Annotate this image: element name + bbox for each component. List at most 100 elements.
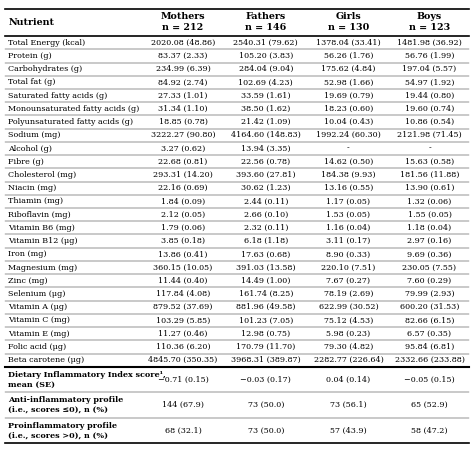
Text: Iron (mg): Iron (mg) [9,250,47,258]
Text: 1.18 (0.04): 1.18 (0.04) [408,224,452,232]
Text: 73 (56.1): 73 (56.1) [330,401,367,409]
Text: 10.86 (0.54): 10.86 (0.54) [405,118,454,126]
Text: 0.04 (0.14): 0.04 (0.14) [327,376,371,384]
Text: 12.98 (0.75): 12.98 (0.75) [241,330,291,338]
Text: 144 (67.9): 144 (67.9) [162,401,204,409]
Text: 82.66 (6.15): 82.66 (6.15) [405,317,454,325]
Text: 2332.66 (233.88): 2332.66 (233.88) [394,356,465,364]
Text: 73 (50.0): 73 (50.0) [247,401,284,409]
Text: 38.50 (1.62): 38.50 (1.62) [241,105,291,113]
Text: Vitamin B12 (μg): Vitamin B12 (μg) [9,237,78,245]
Text: 101.23 (7.05): 101.23 (7.05) [238,317,293,325]
Text: −0.05 (0.15): −0.05 (0.15) [404,376,455,384]
Text: Beta carotene (μg): Beta carotene (μg) [9,356,85,364]
Text: 75.12 (4.53): 75.12 (4.53) [324,317,373,325]
Text: 1.79 (0.06): 1.79 (0.06) [161,224,205,232]
Text: 27.33 (1.01): 27.33 (1.01) [158,91,208,99]
Text: 11.27 (0.46): 11.27 (0.46) [158,330,208,338]
Text: Riboflavin (mg): Riboflavin (mg) [9,211,71,219]
Text: 103.29 (5.85): 103.29 (5.85) [156,317,210,325]
Text: 170.79 (11.70): 170.79 (11.70) [236,343,295,351]
Text: 102.69 (4.23): 102.69 (4.23) [238,78,293,86]
Text: Vitamin C (mg): Vitamin C (mg) [9,317,71,325]
Text: Total fat (g): Total fat (g) [9,78,56,86]
Text: 2.44 (0.11): 2.44 (0.11) [244,197,288,205]
Text: Total Energy (kcal): Total Energy (kcal) [9,38,86,46]
Text: 56.76 (1.99): 56.76 (1.99) [405,52,454,60]
Text: 8.90 (0.33): 8.90 (0.33) [327,250,371,258]
Text: 4164.60 (148.83): 4164.60 (148.83) [231,131,301,139]
Text: 161.74 (8.25): 161.74 (8.25) [238,290,293,298]
Text: 293.31 (14.20): 293.31 (14.20) [153,171,213,179]
Text: Protein (g): Protein (g) [9,52,52,60]
Text: Selenium (μg): Selenium (μg) [9,290,66,298]
Text: 110.36 (6.20): 110.36 (6.20) [156,343,210,351]
Text: Polyunsaturated fatty acids (g): Polyunsaturated fatty acids (g) [9,118,134,126]
Text: 1481.98 (36.92): 1481.98 (36.92) [397,38,462,46]
Text: 5.98 (0.23): 5.98 (0.23) [327,330,371,338]
Text: 58 (47.2): 58 (47.2) [411,426,448,434]
Text: Boys
n = 123: Boys n = 123 [409,12,450,32]
Text: 79.30 (4.82): 79.30 (4.82) [324,343,373,351]
Text: -: - [428,144,431,152]
Text: Monounsaturated fatty acids (g): Monounsaturated fatty acids (g) [9,105,140,113]
Text: Vitamin A (μg): Vitamin A (μg) [9,303,68,311]
Text: Fathers
n = 146: Fathers n = 146 [245,12,286,32]
Text: 1.17 (0.05): 1.17 (0.05) [327,197,371,205]
Text: 83.37 (2.33): 83.37 (2.33) [158,52,208,60]
Text: Thiamin (mg): Thiamin (mg) [9,197,64,205]
Text: 2.12 (0.05): 2.12 (0.05) [161,211,205,219]
Text: 105.20 (3.83): 105.20 (3.83) [238,52,293,60]
Text: 600.20 (31.53): 600.20 (31.53) [400,303,459,311]
Text: Dietary Inflammatory Index score¹,
mean (SE): Dietary Inflammatory Index score¹, mean … [9,371,166,388]
Text: 3222.27 (90.80): 3222.27 (90.80) [151,131,215,139]
Text: 197.04 (5.57): 197.04 (5.57) [402,65,456,73]
Text: Alcohol (g): Alcohol (g) [9,144,53,152]
Text: 220.10 (7.51): 220.10 (7.51) [321,264,376,272]
Text: 13.90 (0.61): 13.90 (0.61) [405,184,454,192]
Text: Vitamin B6 (mg): Vitamin B6 (mg) [9,224,75,232]
Text: Nutrient: Nutrient [9,18,55,27]
Text: 879.52 (37.69): 879.52 (37.69) [154,303,213,311]
Text: −0.71 (0.15): −0.71 (0.15) [158,376,209,384]
Text: 3.85 (0.18): 3.85 (0.18) [161,237,205,245]
Text: 1.55 (0.05): 1.55 (0.05) [408,211,452,219]
Text: 1.84 (0.09): 1.84 (0.09) [161,197,205,205]
Text: 1992.24 (60.30): 1992.24 (60.30) [316,131,381,139]
Text: 13.16 (0.55): 13.16 (0.55) [324,184,373,192]
Text: 6.57 (0.35): 6.57 (0.35) [408,330,452,338]
Text: 17.63 (0.68): 17.63 (0.68) [241,250,291,258]
Text: Vitamin E (mg): Vitamin E (mg) [9,330,70,338]
Text: Anti-inflammatory profile
(i.e., scores ≤0), n (%): Anti-inflammatory profile (i.e., scores … [9,396,124,414]
Text: 56.26 (1.76): 56.26 (1.76) [324,52,373,60]
Text: −0.03 (0.17): −0.03 (0.17) [240,376,291,384]
Text: 65 (52.9): 65 (52.9) [411,401,448,409]
Text: 2282.77 (226.64): 2282.77 (226.64) [313,356,383,364]
Text: Girls
n = 130: Girls n = 130 [328,12,369,32]
Text: Saturated fatty acids (g): Saturated fatty acids (g) [9,91,108,99]
Text: 4845.70 (350.35): 4845.70 (350.35) [148,356,218,364]
Text: 13.94 (3.35): 13.94 (3.35) [241,144,291,152]
Text: 54.97 (1.92): 54.97 (1.92) [405,78,454,86]
Text: 14.49 (1.00): 14.49 (1.00) [241,277,291,285]
Text: 19.69 (0.79): 19.69 (0.79) [324,91,373,99]
Text: 19.44 (0.80): 19.44 (0.80) [405,91,454,99]
Text: 3968.31 (389.87): 3968.31 (389.87) [231,356,301,364]
Text: 2540.31 (79.62): 2540.31 (79.62) [233,38,298,46]
Text: 1.16 (0.04): 1.16 (0.04) [326,224,371,232]
Text: 2020.08 (48.86): 2020.08 (48.86) [151,38,215,46]
Text: 2.97 (0.16): 2.97 (0.16) [407,237,452,245]
Text: 1378.04 (33.41): 1378.04 (33.41) [316,38,381,46]
Text: 2.32 (0.11): 2.32 (0.11) [244,224,288,232]
Text: 234.99 (6.39): 234.99 (6.39) [155,65,210,73]
Text: 3.11 (0.17): 3.11 (0.17) [326,237,371,245]
Text: Sodium (mg): Sodium (mg) [9,131,61,139]
Text: 95.84 (6.81): 95.84 (6.81) [405,343,454,351]
Text: 175.62 (4.84): 175.62 (4.84) [321,65,376,73]
Text: 7.60 (0.29): 7.60 (0.29) [408,277,452,285]
Text: 14.62 (0.50): 14.62 (0.50) [324,158,373,166]
Text: 1.53 (0.05): 1.53 (0.05) [327,211,371,219]
Text: 3.27 (0.62): 3.27 (0.62) [161,144,205,152]
Text: 18.23 (0.60): 18.23 (0.60) [324,105,373,113]
Text: Niacin (mg): Niacin (mg) [9,184,57,192]
